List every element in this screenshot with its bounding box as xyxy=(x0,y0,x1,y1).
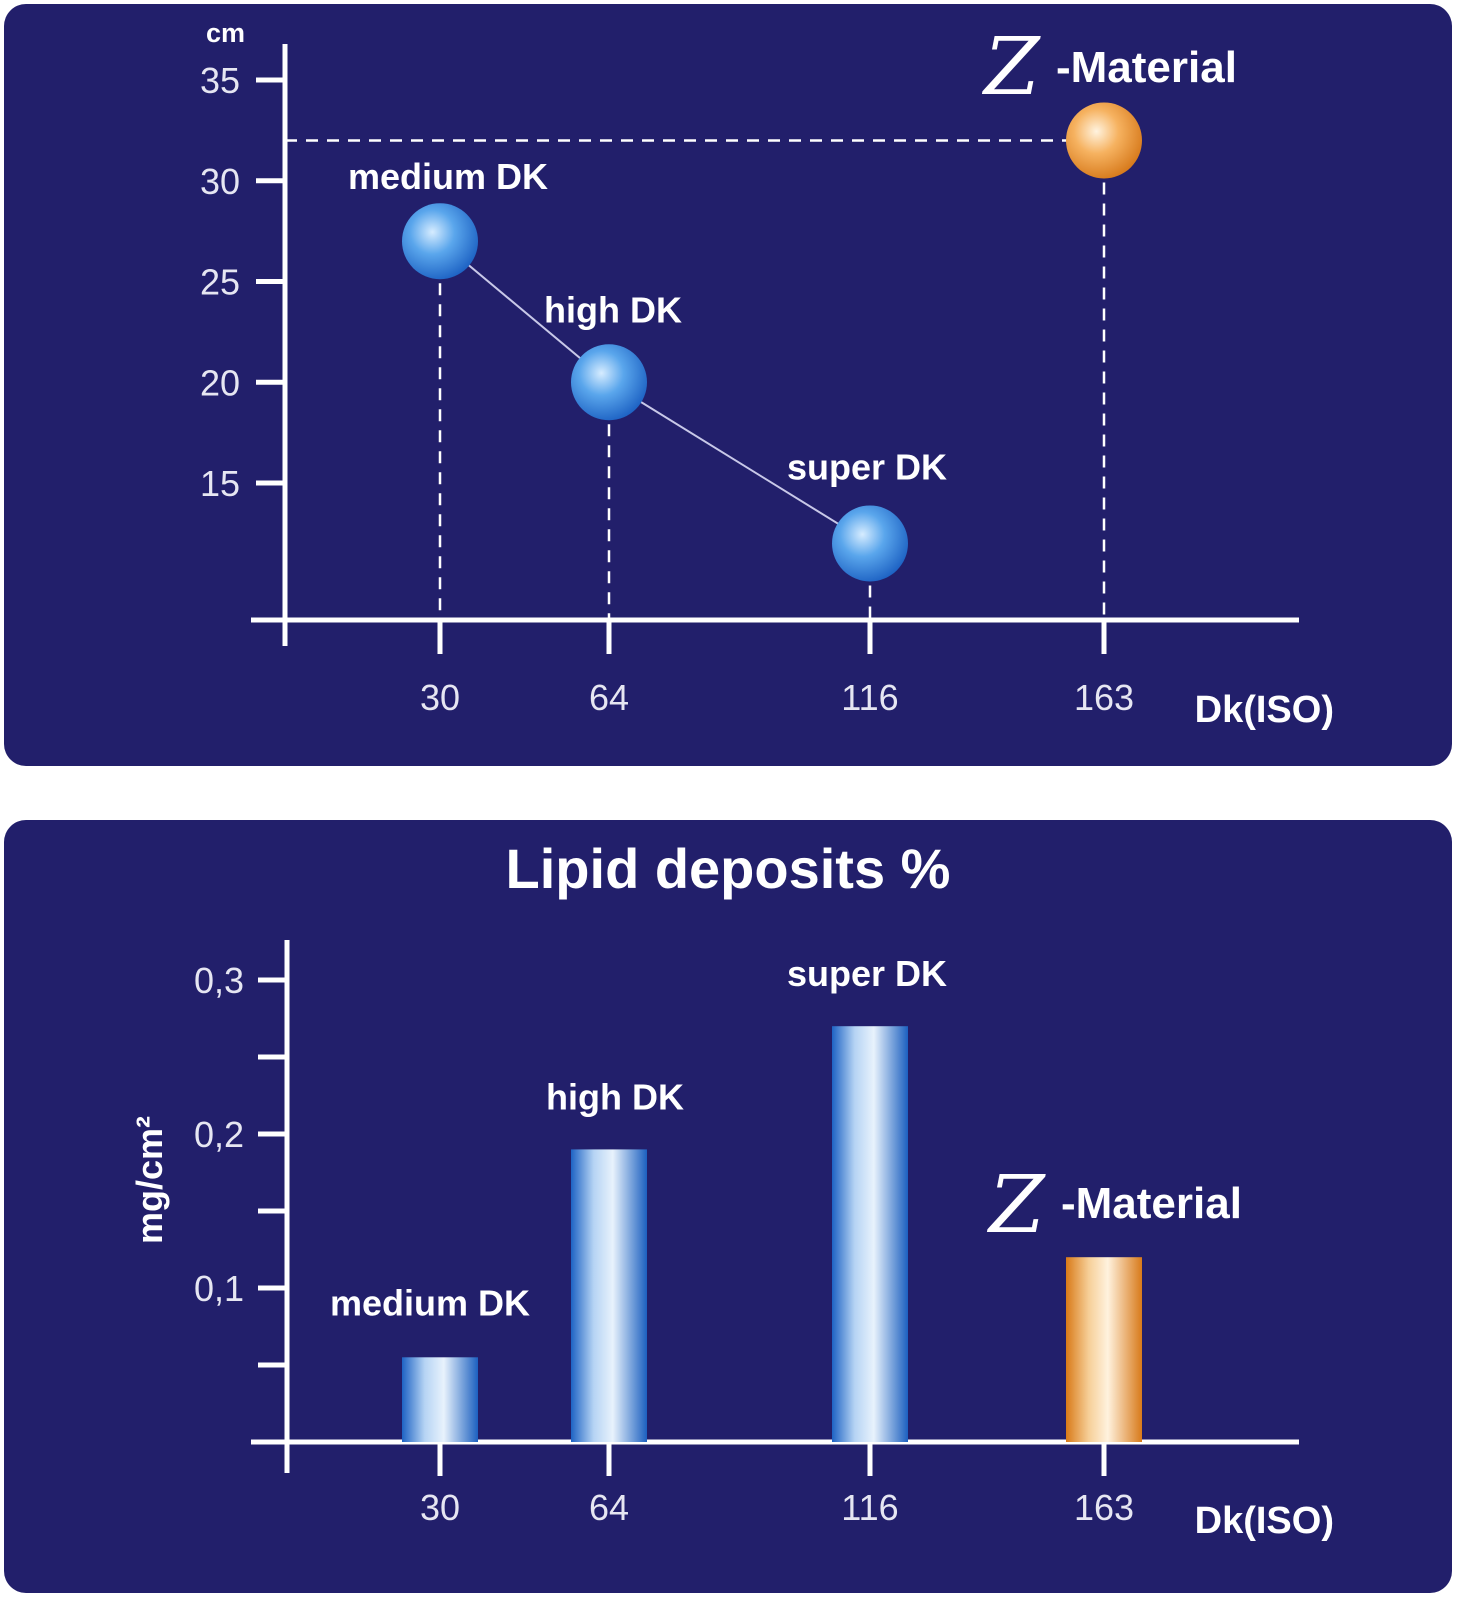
bar-chart-panel: Lipid deposits % mg/cm² Dk(ISO) 0,3 0,2 0,… xyxy=(4,820,1452,1593)
scatter-chart: cm Dk(ISO) 35 30 25 20 15 30 64 116 163 medium … xyxy=(200,18,1334,731)
bar xyxy=(832,1026,908,1442)
point-label: high DK xyxy=(544,289,682,330)
z-material-label: -Material xyxy=(1056,43,1237,92)
x-tick-label: 64 xyxy=(589,677,629,718)
y-tick-label: 15 xyxy=(200,463,240,504)
bar-label: super DK xyxy=(787,953,947,994)
y-tick-label: 35 xyxy=(200,60,240,101)
data-point xyxy=(1066,102,1142,179)
y-tick-label: 25 xyxy=(200,262,240,303)
z-material-label: -Material xyxy=(1061,1179,1242,1228)
bar-chart: Lipid deposits % mg/cm² Dk(ISO) 0,3 0,2 0,… xyxy=(129,837,1334,1542)
x-axis-label: Dk(ISO) xyxy=(1195,689,1334,731)
x-tick-label: 163 xyxy=(1074,677,1134,718)
bar-label: high DK xyxy=(546,1076,684,1117)
data-point xyxy=(571,344,647,421)
y-tick-label: 30 xyxy=(200,161,240,202)
z-material-title: Z -Material xyxy=(981,20,1237,113)
bar-label: medium DK xyxy=(330,1282,530,1323)
chart-title: Lipid deposits % xyxy=(506,837,951,900)
x-tick-label: 30 xyxy=(420,1487,460,1528)
x-tick-label: 64 xyxy=(589,1487,629,1528)
point-label: medium DK xyxy=(348,156,548,197)
scatter-chart-panel: cm Dk(ISO) 35 30 25 20 15 30 64 116 163 medium … xyxy=(4,4,1452,766)
z-material-title: Z -Material xyxy=(986,1158,1242,1251)
bar xyxy=(1066,1257,1142,1442)
y-tick-label: 0,1 xyxy=(194,1268,244,1309)
z-logo-letter: Z xyxy=(981,20,1041,113)
data-point xyxy=(832,505,908,582)
data-point xyxy=(402,203,478,280)
y-axis-label: mg/cm² xyxy=(129,1116,170,1244)
point-label: super DK xyxy=(787,446,947,487)
y-tick-label: 0,3 xyxy=(194,960,244,1001)
x-axis-label: Dk(ISO) xyxy=(1195,1500,1334,1542)
bar xyxy=(571,1149,647,1442)
trend-line xyxy=(439,240,871,545)
x-tick-label: 116 xyxy=(841,1487,898,1528)
x-tick-label: 163 xyxy=(1074,1487,1134,1528)
y-unit-label: cm xyxy=(206,18,245,48)
y-tick-label: 0,2 xyxy=(194,1114,244,1155)
x-tick-label: 116 xyxy=(841,677,898,718)
bar xyxy=(402,1357,478,1442)
y-tick-label: 20 xyxy=(200,362,240,403)
z-logo-letter: Z xyxy=(986,1158,1046,1251)
x-tick-label: 30 xyxy=(420,677,460,718)
